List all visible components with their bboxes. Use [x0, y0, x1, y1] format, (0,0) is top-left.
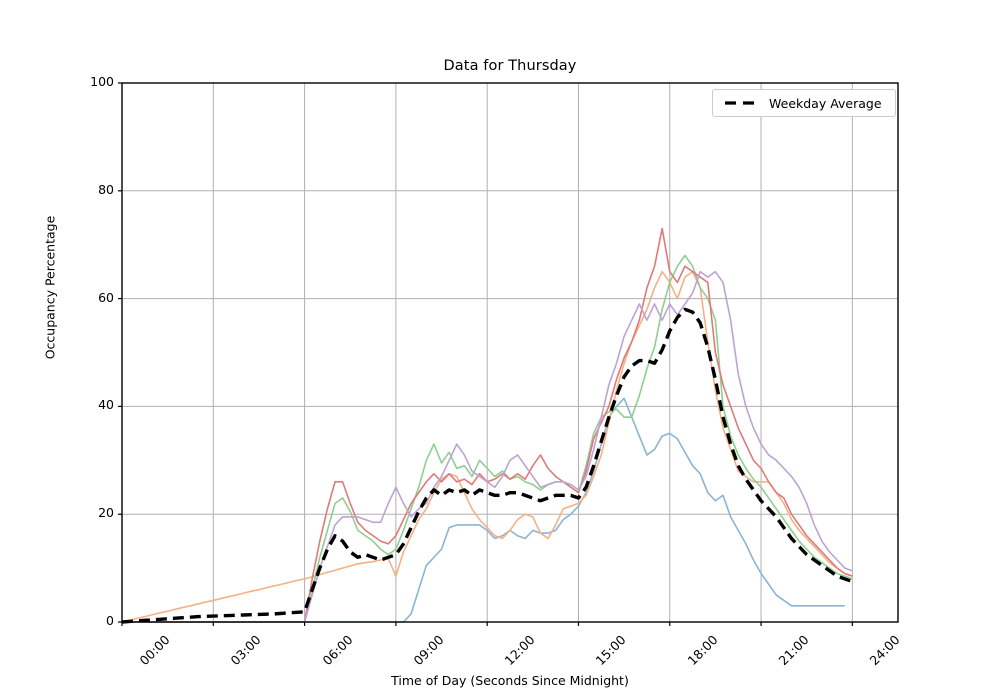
y-axis-label: Occupancy Percentage	[42, 215, 58, 360]
grid-lines	[121, 83, 898, 622]
y-tick-label: 100	[90, 74, 114, 89]
series-orange	[121, 270, 853, 623]
y-tick-label: 20	[98, 505, 114, 521]
average-line	[121, 307, 853, 624]
series-blue	[122, 397, 845, 623]
weekday-average-line	[121, 307, 853, 624]
chart-title: Data for Thursday	[443, 58, 577, 74]
tick-marks	[118, 82, 853, 626]
legend-dashed-line-icon	[725, 101, 757, 105]
legend[interactable]: Weekday Average	[712, 89, 896, 117]
axes-frame	[121, 82, 899, 623]
x-axis-label: Time of Day (Seconds Since Midnight)	[391, 673, 629, 688]
legend-label: Weekday Average	[769, 95, 882, 111]
y-tick-label: 0	[106, 613, 114, 628]
y-tick-label: 80	[98, 181, 114, 197]
y-tick-label: 40	[98, 397, 114, 413]
y-tick-label: 60	[98, 289, 114, 305]
